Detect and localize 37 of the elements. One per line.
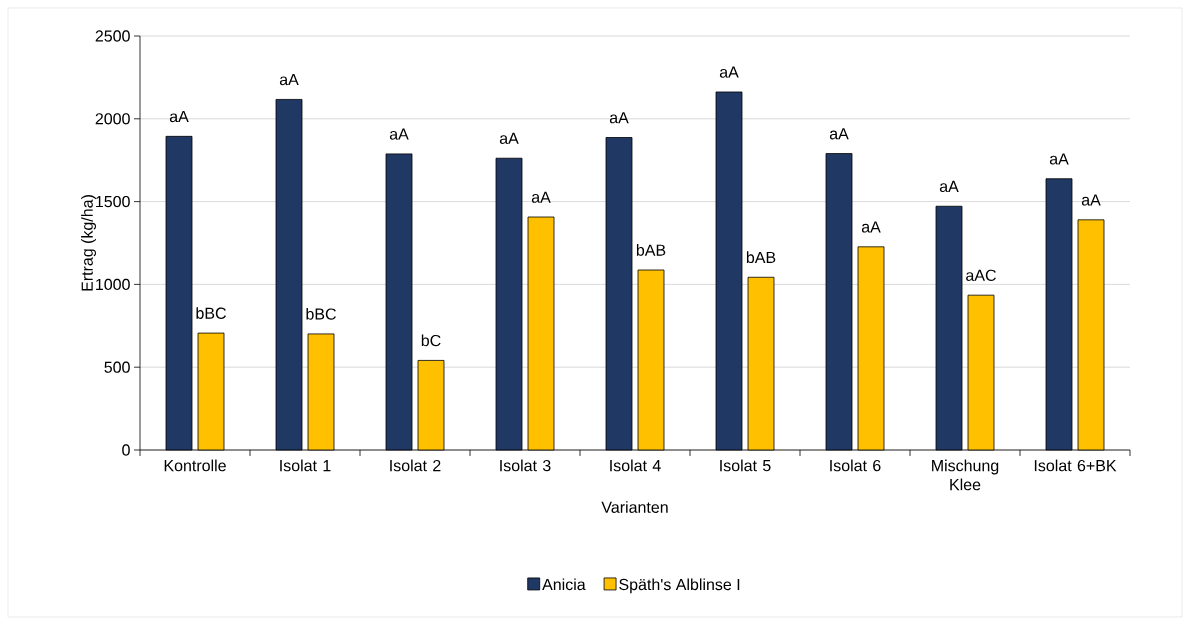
annotation: aAC [966,269,996,281]
annotation: bBC [306,307,336,320]
annotation: aA [1081,194,1101,206]
annotation: aA [829,128,849,140]
annotation: aA [169,110,189,123]
annotation: bBC [196,307,226,319]
x-axis-title: Varianten [601,501,668,513]
x-tick-label: Mischung Klee [932,459,999,491]
legend-label: Anicia [542,578,586,591]
x-tick-label: Isolat 5 [720,459,771,472]
x-tick-label: Isolat 4 [610,459,661,472]
x-tick-label: Isolat 6 [830,459,881,472]
x-tick-label: Kontrolle [164,459,226,472]
x-tick-label: Isolat 3 [500,459,551,472]
annotation: bAB [746,251,776,264]
annotation: aA [499,132,519,145]
annotation: aA [609,112,629,124]
annotation: aA [531,191,551,203]
annotation: aA [1049,153,1069,165]
annotation: bC [421,334,441,347]
y-tick-label: 2500 [95,30,130,42]
y-tick-label: 1500 [96,195,130,208]
x-tick-label: Isolat 1 [280,459,331,472]
annotation: aA [389,128,409,140]
annotation: aA [939,180,959,193]
y-tick-label: 500 [104,361,130,373]
annotation: bAB [636,244,666,256]
y-tick-label: 1000 [96,278,130,291]
annotation: aA [861,221,881,233]
y-tick-label: 0 [122,444,130,456]
y-axis-title: Ertrag (kg/ha) [81,195,97,291]
annotation: aA [719,66,739,78]
x-tick-label: Isolat 2 [390,459,441,472]
x-tick-label: Isolat 6+BK [1034,459,1117,472]
y-tick-label: 2000 [95,113,130,125]
annotation: aA [279,74,299,86]
legend-label: Späth's Alblinse I [619,578,740,594]
